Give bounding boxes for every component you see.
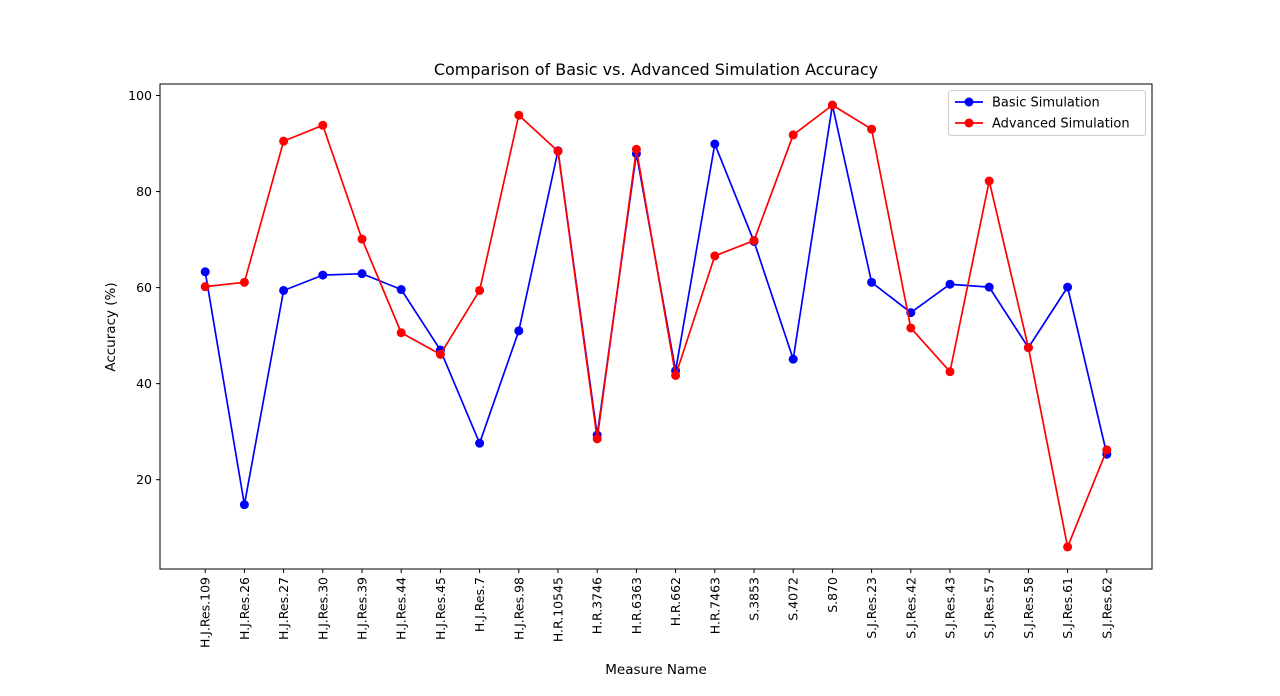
x-tick-label: H.R.10545 [551,577,566,642]
data-point [475,285,485,295]
data-point [984,282,994,292]
x-tick-label: S.3853 [747,577,762,621]
x-tick-label: H.J.Res.7 [472,577,487,632]
data-point [788,354,798,364]
data-point [592,434,602,444]
data-point [514,110,524,120]
x-tick-label: S.J.Res.23 [864,577,879,639]
data-point [239,500,249,510]
x-tick-label: S.J.Res.62 [1099,577,1114,639]
x-tick-label: H.R.7463 [707,577,722,634]
data-point [239,277,249,287]
legend-label: Advanced Simulation [992,117,1130,132]
legend-label: Basic Simulation [992,96,1100,111]
series-advanced-simulation [200,100,1112,552]
x-tick-label: S.J.Res.57 [982,577,997,639]
data-point [279,285,289,295]
x-tick-label: S.J.Res.61 [1060,577,1075,639]
x-tick-label: H.R.662 [668,577,683,626]
x-tick-label: H.J.Res.109 [198,577,213,648]
data-point [749,236,759,246]
data-point [827,100,837,110]
data-point [396,285,406,295]
data-point [318,270,328,280]
data-point [710,139,720,149]
series-line [204,104,1108,506]
x-tick-label: H.J.Res.26 [237,577,252,640]
x-tick-label: H.J.Res.45 [433,577,448,640]
chart-title: Comparison of Basic vs. Advanced Simulat… [434,60,878,79]
y-tick-label: 60 [136,280,152,295]
data-point [631,144,641,154]
legend-marker [964,118,974,128]
data-point [435,349,445,359]
data-point [671,370,681,380]
y-axis-label: Accuracy (%) [103,282,119,371]
y-tick-label: 100 [128,88,152,103]
data-point [984,176,994,186]
y-tick-label: 40 [136,376,152,391]
data-point [1063,282,1073,292]
data-point [553,146,563,156]
x-tick-label: H.J.Res.44 [394,577,409,640]
x-tick-label: H.J.Res.98 [511,577,526,640]
x-tick-label: H.J.Res.30 [315,577,330,640]
x-tick-label: H.R.6363 [629,577,644,634]
data-point [514,326,524,336]
data-point [279,136,289,146]
data-point [200,267,210,277]
x-tick-label: S.4072 [786,577,801,621]
y-tick-label: 20 [136,472,152,487]
y-tick-label: 80 [136,184,152,199]
data-point [318,120,328,130]
x-tick-label: H.R.3746 [590,577,605,634]
x-tick-label: S.J.Res.58 [1021,577,1036,639]
x-axis: H.J.Res.109 H.J.Res.26 H.J.Res.27 H.J.Res.3… [198,569,1114,648]
data-point [475,438,485,448]
data-point [867,124,877,134]
data-point [1063,542,1073,552]
data-point [200,282,210,292]
legend-marker [964,97,974,107]
data-point [710,251,720,261]
data-point [357,234,367,244]
data-point [867,277,877,287]
legend: Basic Simulation Advanced Simulation [948,90,1146,136]
data-point [1023,343,1033,353]
y-axis: 20 40 60 80 100 [128,88,160,487]
data-point [788,130,798,140]
x-tick-label: S.870 [825,577,840,613]
x-tick-label: H.J.Res.27 [276,577,291,640]
x-tick-label: H.J.Res.39 [355,577,370,640]
data-point [1102,445,1112,455]
data-point [945,367,955,377]
x-tick-label: S.J.Res.43 [943,577,958,639]
data-point [945,279,955,289]
legend-box [948,90,1146,136]
x-axis-label: Measure Name [605,662,707,678]
data-point [357,269,367,279]
plot-area-frame [159,83,1153,570]
series-basic-simulation [200,100,1112,510]
data-point [396,328,406,338]
series-layer [200,100,1112,552]
x-tick-label: S.J.Res.42 [903,577,918,639]
series-line [205,104,1108,548]
data-point [906,323,916,333]
